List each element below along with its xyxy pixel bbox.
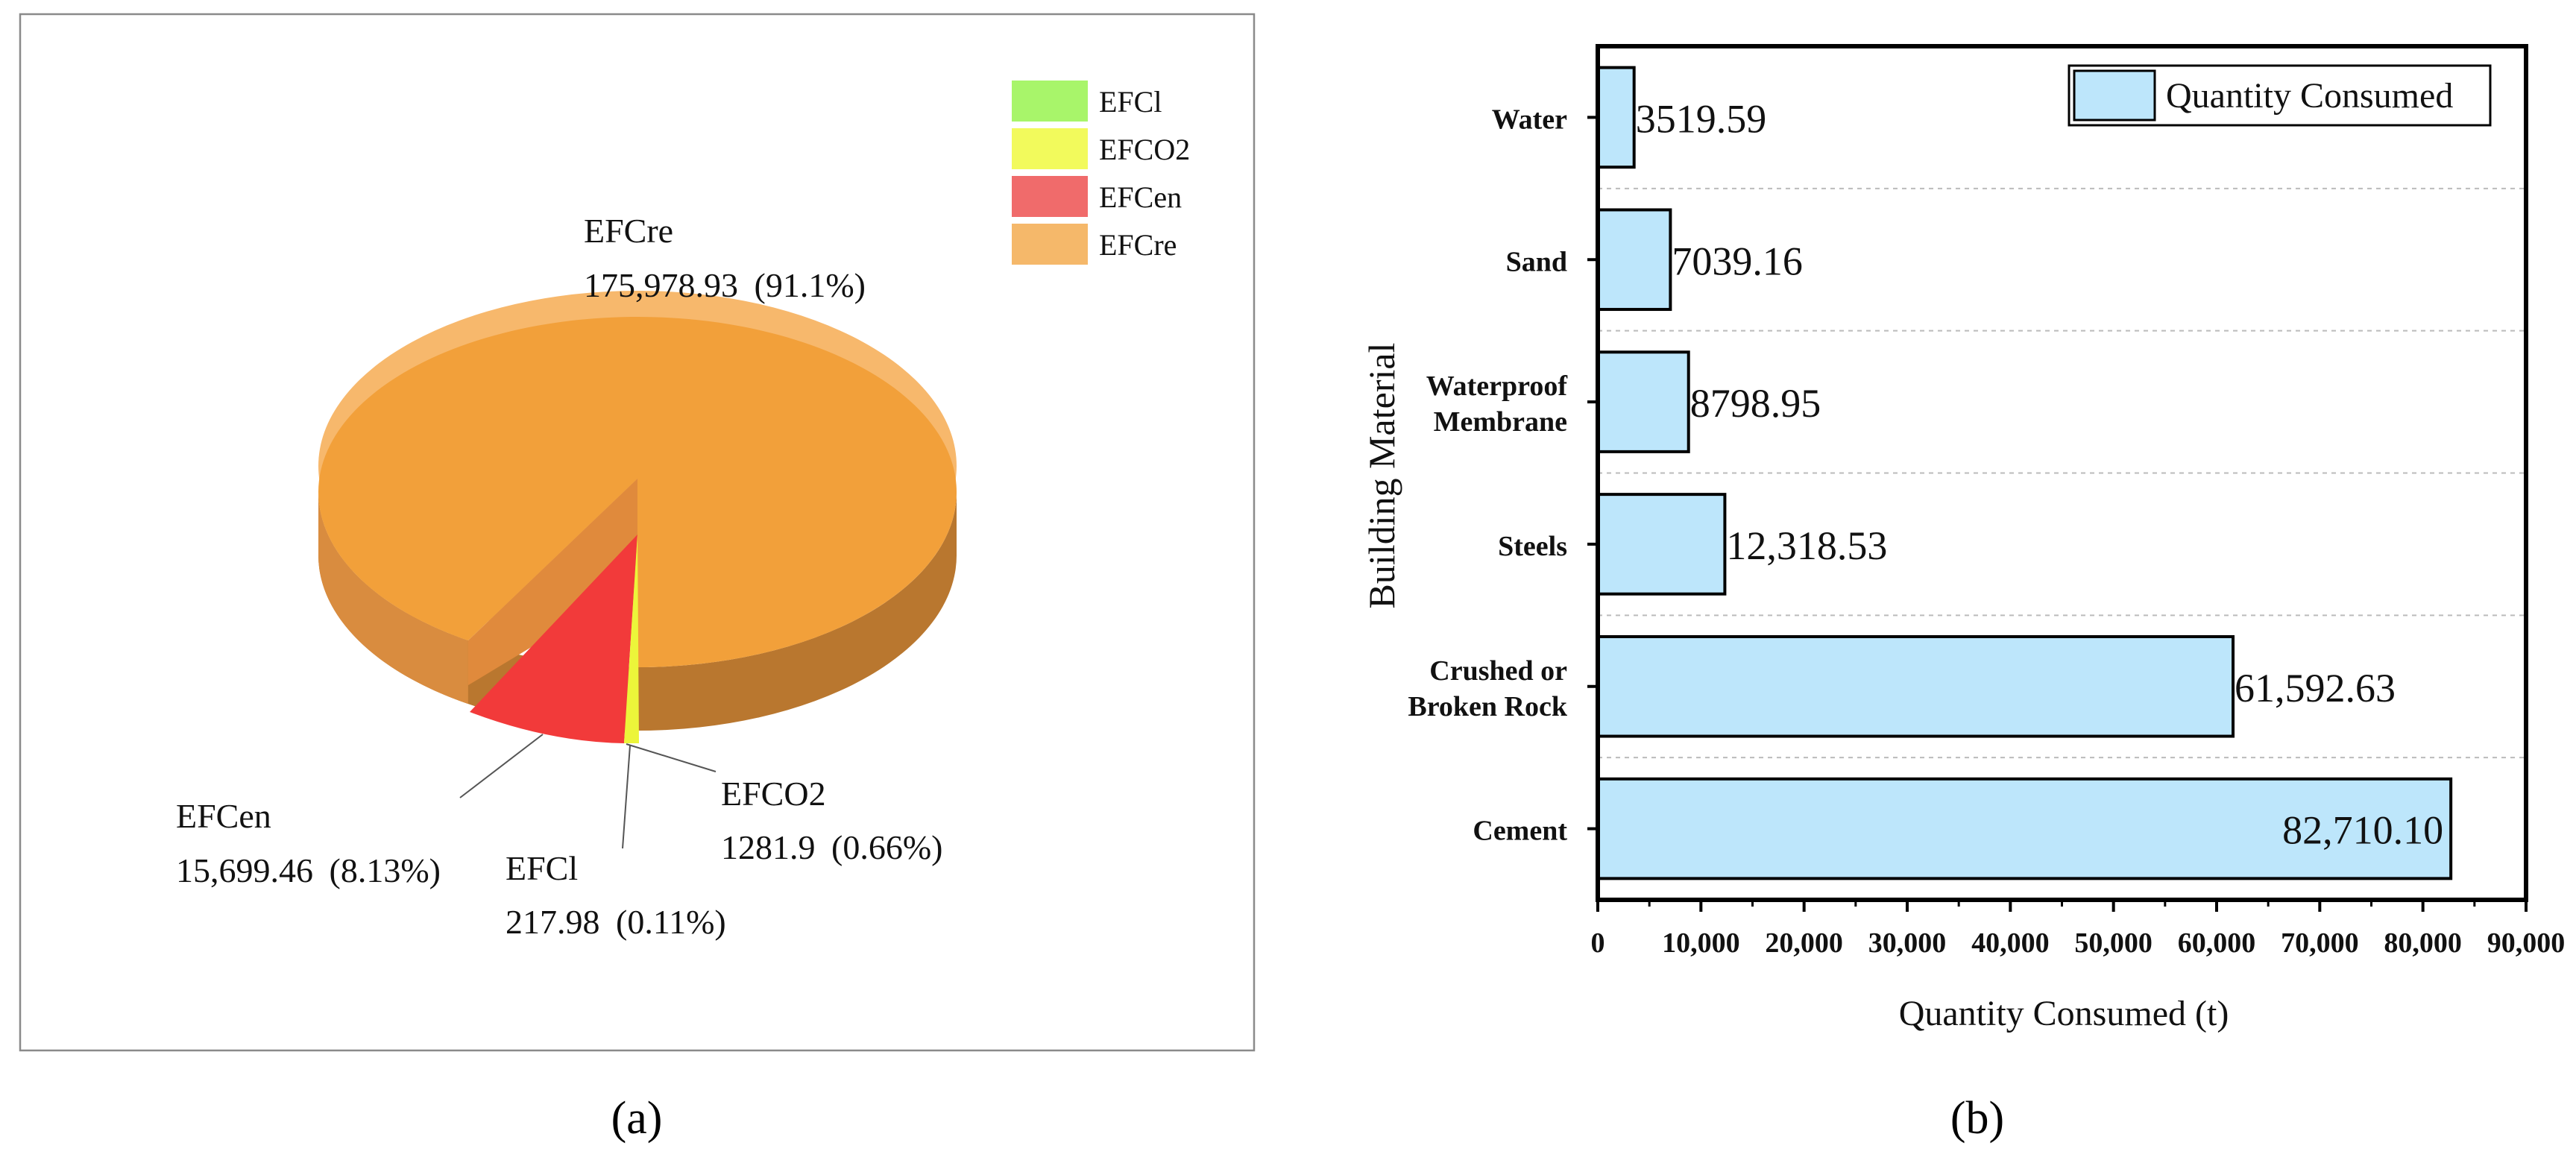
leader-line-efco2 xyxy=(626,743,717,772)
category-label: Steels xyxy=(1498,531,1567,562)
bar-value-labels: 3519.59 7039.16 8798.95 12,318.53 61,592.63 8… xyxy=(1636,96,2443,852)
x-tick-label: 10,000 xyxy=(1662,927,1740,959)
bar-value-label: 12,318.53 xyxy=(1726,523,1887,568)
pie-chart-panel: EFCre 175,978.93 (91.1%) EFCen 15,699.46… xyxy=(19,13,1256,1144)
legend-label-efcl: EFCl xyxy=(1099,85,1162,119)
leader-line-efcen xyxy=(459,734,544,798)
bar-value-label: 61,592.63 xyxy=(2235,666,2396,710)
legend-swatch-efcl xyxy=(1012,81,1088,122)
pie-label-efco2-value: 1281.9 (0.66%) xyxy=(721,828,942,866)
category-label: Crushed or xyxy=(1429,655,1567,687)
category-label: Waterproof xyxy=(1426,371,1569,402)
pie-leader-lines xyxy=(459,734,717,849)
legend-label-efco2: EFCO2 xyxy=(1099,133,1190,166)
category-label: Membrane xyxy=(1434,406,1567,438)
pie-label-efcen-value: 15,699.46 (8.13%) xyxy=(176,851,441,889)
y-axis-title: Building Material xyxy=(1361,343,1402,609)
bar xyxy=(1596,634,2235,738)
x-tick-label: 70,000 xyxy=(2281,927,2359,959)
bar-legend-swatch xyxy=(2073,69,2156,122)
legend-swatch-efcen xyxy=(1012,176,1088,217)
pie-side-wall-cutaway xyxy=(318,492,468,705)
panel-label-b: (b) xyxy=(1950,1093,2004,1144)
bar-value-label: 8798.95 xyxy=(1690,381,1821,426)
category-label: Sand xyxy=(1506,246,1567,277)
x-axis-title: Quantity Consumed (t) xyxy=(1899,994,2229,1033)
x-tick-label: 20,000 xyxy=(1765,927,1843,959)
pie-label-efcen-name: EFCen xyxy=(176,797,271,835)
bar-value-label: 7039.16 xyxy=(1672,239,1803,283)
bar xyxy=(1596,350,1690,453)
x-tick-label: 50,000 xyxy=(2074,927,2153,959)
pie-legend: EFCl EFCO2 EFCen EFCre xyxy=(1012,81,1190,265)
category-label: Cement xyxy=(1473,816,1567,847)
x-tick-label: 60,000 xyxy=(2178,927,2256,959)
pie-slice-efco2 xyxy=(624,535,639,743)
bar-chart-gridlines xyxy=(1598,187,2526,759)
pie-label-efcl-value: 217.98 (0.11%) xyxy=(506,903,726,941)
bar xyxy=(1596,66,1636,169)
bar-value-label: 82,710.10 xyxy=(2282,808,2443,853)
pie-label-efco2-name: EFCO2 xyxy=(721,775,826,813)
pie-label-efcre-name: EFCre xyxy=(584,212,673,250)
legend-swatch-efcre xyxy=(1012,224,1088,265)
bar-value-label: 3519.59 xyxy=(1636,96,1767,141)
x-tick-label: 0 xyxy=(1591,927,1605,959)
category-label: Water xyxy=(1492,104,1567,135)
legend-label-efcen: EFCen xyxy=(1099,180,1182,214)
pie-3d-body xyxy=(318,291,957,743)
x-tick-label: 40,000 xyxy=(1971,927,2050,959)
bar xyxy=(1596,777,2453,880)
pie-label-efcl-name: EFCl xyxy=(506,849,578,887)
bar xyxy=(1596,208,1672,312)
x-axis-tick-labels: 0 10,000 20,000 30,000 40,000 50,000 60,000 70,… xyxy=(1591,927,2566,959)
bar-legend: Quantity Consumed xyxy=(2068,64,2492,127)
y-axis-category-labels: Water Sand Waterproof Membrane Steels Crushed… xyxy=(1408,104,1568,846)
plot-frame xyxy=(1596,44,2528,902)
x-tick-label: 80,000 xyxy=(2384,927,2462,959)
pie-cut-wall xyxy=(467,479,637,686)
pie-slice-efcen xyxy=(470,535,637,743)
bar-legend-label: Quantity Consumed xyxy=(2166,76,2453,116)
category-label: Broken Rock xyxy=(1408,691,1567,722)
pie-label-efcre-value: 175,978.93 (91.1%) xyxy=(584,266,866,304)
bar-chart-panel: 3519.59 7039.16 8798.95 12,318.53 61,592.63 8… xyxy=(1361,44,2566,1144)
bar xyxy=(1596,493,1727,596)
x-tick-label: 90,000 xyxy=(2487,927,2566,959)
panel-label-a: (a) xyxy=(611,1093,663,1144)
legend-swatch-efco2 xyxy=(1012,128,1088,169)
legend-label-efcre: EFCre xyxy=(1099,228,1177,262)
leader-line-efcl xyxy=(622,745,631,849)
x-tick-label: 30,000 xyxy=(1868,927,1947,959)
bar-series-quantity-consumed xyxy=(1596,66,2453,880)
